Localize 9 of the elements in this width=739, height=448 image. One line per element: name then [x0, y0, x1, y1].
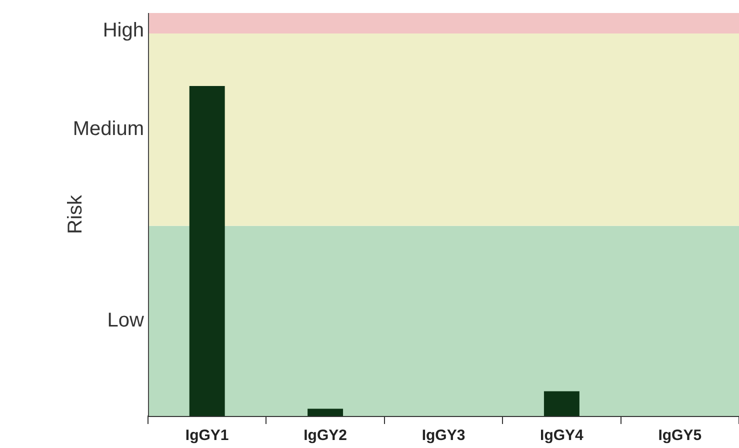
- band-label: Medium: [72, 118, 144, 140]
- x-tick-label: IgGY1: [185, 427, 229, 444]
- x-tick-label: IgGY5: [658, 427, 702, 444]
- x-tick-label: IgGY3: [422, 427, 466, 444]
- x-tick-label: IgGY4: [540, 427, 584, 444]
- x-tick-label: IgGY2: [304, 427, 347, 444]
- band-label: High: [102, 20, 144, 42]
- band-label: Low: [107, 309, 145, 332]
- y-axis-title: Risk: [64, 194, 87, 234]
